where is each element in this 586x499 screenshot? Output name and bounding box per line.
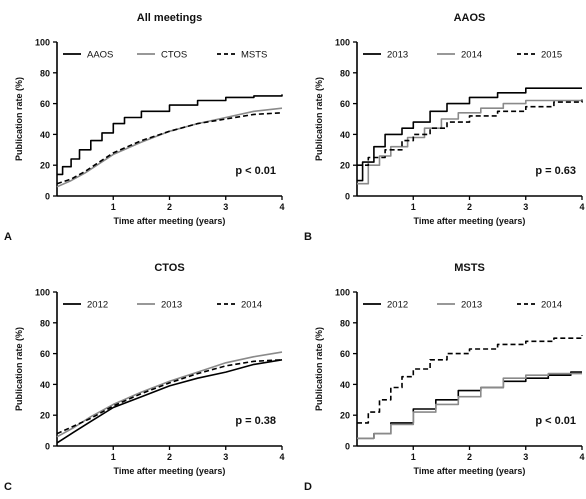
series-line-2013 (357, 87, 582, 182)
x-tick-label: 1 (411, 452, 416, 462)
p-value-annotation: p < 0.01 (235, 165, 276, 177)
p-value-annotation: p = 0.38 (235, 415, 276, 427)
y-tick-label: 80 (40, 68, 50, 78)
x-tick-label: 1 (111, 202, 116, 212)
x-tick-label: 3 (223, 452, 228, 462)
y-tick-label: 40 (340, 130, 350, 140)
chart-panel-c: CTOS 0 20 40 60 80 100 1 2 3 4 Time after meeting (… (4, 262, 285, 493)
series-line-aaos (57, 94, 283, 176)
series-line-ctos (56, 107, 283, 188)
x-axis-label: Time after meeting (years) (414, 216, 526, 226)
legend-label: 2015 (541, 50, 562, 61)
legend-label: 2012 (387, 300, 408, 311)
y-tick-label: 20 (40, 161, 50, 171)
legend-label: MSTS (241, 50, 267, 61)
x-tick-label: 2 (467, 452, 472, 462)
chart-title: MSTS (454, 262, 485, 274)
chart-title: AAOS (454, 12, 486, 24)
chart-title: All meetings (137, 12, 202, 24)
x-tick-label: 2 (167, 452, 172, 462)
x-tick-label: 1 (111, 452, 116, 462)
y-tick-label: 60 (40, 99, 50, 109)
x-axis-label: Time after meeting (years) (114, 216, 226, 226)
y-tick-label: 60 (340, 349, 350, 359)
x-tick-label: 4 (579, 202, 584, 212)
y-tick-label: 40 (40, 130, 50, 140)
y-tick-label: 60 (40, 349, 50, 359)
legend-label: 2013 (161, 300, 182, 311)
y-tick-label: 0 (345, 442, 350, 452)
y-tick-label: 0 (45, 442, 50, 452)
y-tick-label: 80 (340, 68, 350, 78)
x-axis-label: Time after meeting (years) (414, 466, 526, 476)
y-tick-label: 100 (335, 38, 350, 48)
y-tick-label: 100 (335, 288, 350, 298)
x-axis-label: Time after meeting (years) (114, 466, 226, 476)
y-tick-label: 80 (40, 318, 50, 328)
series-line-2014 (357, 335, 583, 424)
y-tick-label: 100 (35, 38, 50, 48)
chart-panel-b: AAOS 0 20 40 60 80 100 1 2 3 4 Time after meeting (… (304, 12, 585, 243)
chart-title: CTOS (154, 262, 184, 274)
x-tick-label: 4 (279, 202, 284, 212)
y-axis-label: Publication rate (%) (314, 327, 324, 411)
y-tick-label: 0 (345, 192, 350, 202)
legend-label: 2014 (241, 300, 262, 311)
x-tick-label: 4 (279, 452, 284, 462)
x-tick-label: 1 (411, 202, 416, 212)
p-value-annotation: p = 0.63 (535, 165, 576, 177)
series-line-2013 (357, 372, 582, 440)
legend-label: 2014 (541, 300, 562, 311)
series-line-2015 (357, 100, 583, 166)
y-tick-label: 80 (340, 318, 350, 328)
y-tick-label: 20 (340, 411, 350, 421)
x-tick-label: 3 (523, 452, 528, 462)
legend-label: 2012 (87, 300, 108, 311)
y-tick-label: 0 (45, 192, 50, 202)
y-tick-label: 60 (340, 99, 350, 109)
y-tick-label: 20 (340, 161, 350, 171)
x-tick-label: 4 (579, 452, 584, 462)
panel-letter: A (4, 231, 12, 243)
y-axis-label: Publication rate (%) (14, 77, 24, 161)
legend-label: AAOS (87, 50, 113, 61)
legend-label: 2013 (461, 300, 482, 311)
panel-letter: B (304, 231, 312, 243)
x-tick-label: 2 (467, 202, 472, 212)
x-tick-label: 3 (523, 202, 528, 212)
chart-panel-d: MSTS 0 20 40 60 80 100 1 2 3 4 Time after meeting (… (304, 262, 585, 493)
panel-letter: C (4, 481, 12, 493)
x-tick-label: 2 (167, 202, 172, 212)
p-value-annotation: p < 0.01 (535, 415, 576, 427)
y-tick-label: 100 (35, 288, 50, 298)
x-tick-label: 3 (223, 202, 228, 212)
series-line-2012 (56, 359, 283, 444)
y-tick-label: 40 (340, 380, 350, 390)
panel-letter: D (304, 481, 312, 493)
y-axis-label: Publication rate (%) (14, 327, 24, 411)
legend-label: 2013 (387, 50, 408, 61)
y-tick-label: 40 (40, 380, 50, 390)
chart-panel-a: All meetings 0 20 40 60 80 100 1 2 3 4 Time after m… (4, 12, 285, 243)
legend-label: 2014 (461, 50, 482, 61)
legend-label: CTOS (161, 50, 187, 61)
y-axis-label: Publication rate (%) (314, 77, 324, 161)
series-line-msts (56, 112, 283, 185)
y-tick-label: 20 (40, 411, 50, 421)
series-line-2014 (56, 359, 283, 435)
